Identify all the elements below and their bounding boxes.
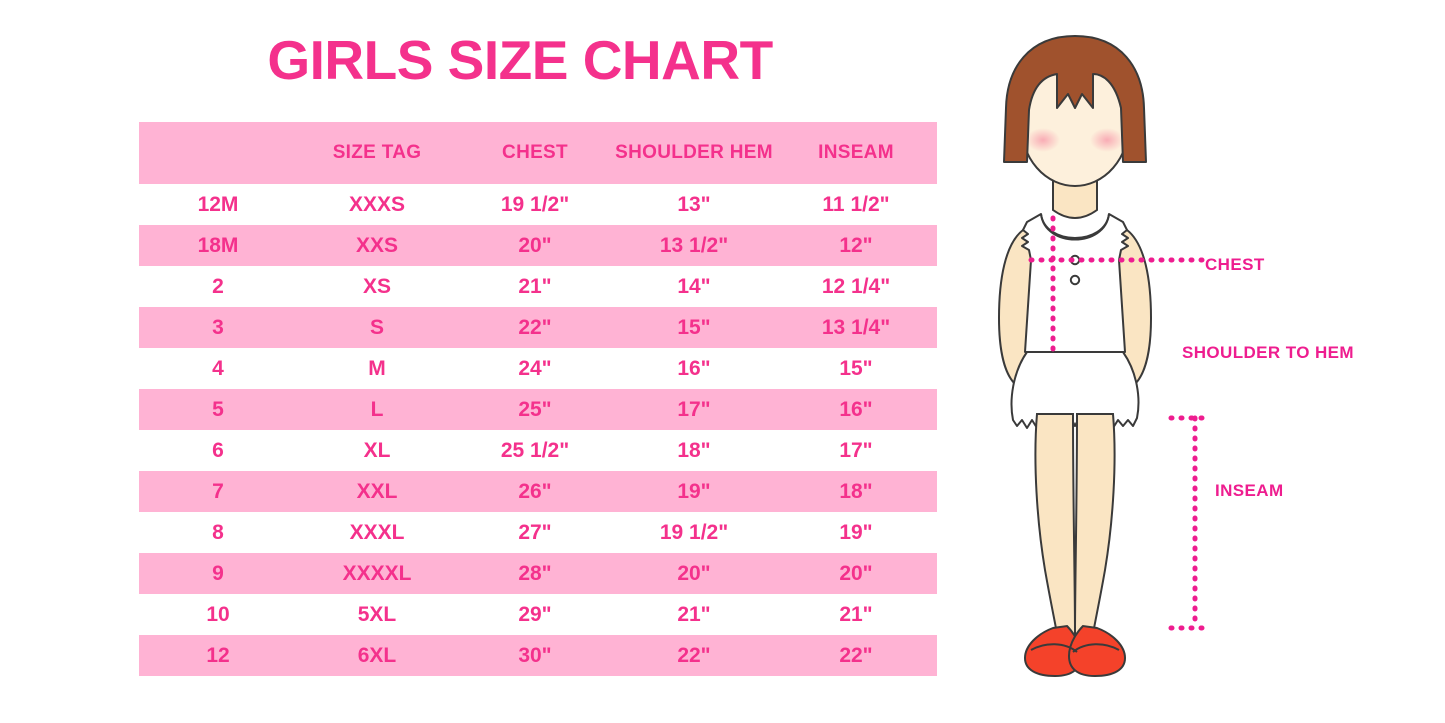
table-row: 7 XXL 26" 19" 18" <box>139 471 937 512</box>
column-header-chest: CHEST <box>457 122 613 184</box>
cell-chest: 30" <box>457 635 613 676</box>
table-row: 8 XXXL 27" 19 1/2" 19" <box>139 512 937 553</box>
cell-size: 6 <box>139 430 297 471</box>
cell-shoulder: 19" <box>613 471 775 512</box>
page-title: GIRLS SIZE CHART <box>267 29 773 91</box>
cell-chest: 27" <box>457 512 613 553</box>
cell-shoulder: 19 1/2" <box>613 512 775 553</box>
label-shoulder-to-hem: SHOULDER TO HEM <box>1182 343 1354 362</box>
cell-shoulder: 18" <box>613 430 775 471</box>
cell-size: 2 <box>139 266 297 307</box>
table-row: 12M XXXS 19 1/2" 13" 11 1/2" <box>139 184 937 225</box>
table-row: 18M XXS 20" 13 1/2" 12" <box>139 225 937 266</box>
cell-shoulder: 14" <box>613 266 775 307</box>
cell-shoulder: 13 1/2" <box>613 225 775 266</box>
cell-size-tag: XXL <box>297 471 457 512</box>
table-row: 5 L 25" 17" 16" <box>139 389 937 430</box>
shoe-strap-left <box>1030 643 1078 653</box>
cell-size-tag: 6XL <box>297 635 457 676</box>
cell-shoulder: 21" <box>613 594 775 635</box>
cell-size: 12M <box>139 184 297 225</box>
cell-size: 4 <box>139 348 297 389</box>
cell-chest: 26" <box>457 471 613 512</box>
cell-size-tag: XXXS <box>297 184 457 225</box>
cell-chest: 19 1/2" <box>457 184 613 225</box>
hair-shape <box>1003 35 1147 163</box>
cell-shoulder: 22" <box>613 635 775 676</box>
cell-chest: 25" <box>457 389 613 430</box>
table-header-row: SIZE TAG CHEST SHOULDER HEM INSEAM <box>139 122 937 184</box>
cell-size-tag: S <box>297 307 457 348</box>
cell-inseam: 16" <box>775 389 937 430</box>
table-row: 10 5XL 29" 21" 21" <box>139 594 937 635</box>
table-row: 12 6XL 30" 22" 22" <box>139 635 937 676</box>
label-chest: CHEST <box>1205 255 1265 274</box>
cell-chest: 24" <box>457 348 613 389</box>
cell-size: 18M <box>139 225 297 266</box>
cell-inseam: 20" <box>775 553 937 594</box>
cell-size: 10 <box>139 594 297 635</box>
cell-shoulder: 20" <box>613 553 775 594</box>
cell-size-tag: M <box>297 348 457 389</box>
cell-inseam: 15" <box>775 348 937 389</box>
cell-size: 5 <box>139 389 297 430</box>
cell-size: 3 <box>139 307 297 348</box>
cell-inseam: 22" <box>775 635 937 676</box>
cell-size-tag: L <box>297 389 457 430</box>
cell-size-tag: XXXL <box>297 512 457 553</box>
cell-chest: 25 1/2" <box>457 430 613 471</box>
cell-shoulder: 17" <box>613 389 775 430</box>
cell-shoulder: 16" <box>613 348 775 389</box>
cell-chest: 21" <box>457 266 613 307</box>
cell-size-tag: XS <box>297 266 457 307</box>
cell-inseam: 13 1/4" <box>775 307 937 348</box>
cell-size: 7 <box>139 471 297 512</box>
table-row: 9 XXXXL 28" 20" 20" <box>139 553 937 594</box>
girl-figure-illustration <box>975 22 1445 702</box>
bloomers-garment <box>1010 351 1140 429</box>
cell-inseam: 18" <box>775 471 937 512</box>
cell-chest: 29" <box>457 594 613 635</box>
cell-inseam: 17" <box>775 430 937 471</box>
cell-inseam: 11 1/2" <box>775 184 937 225</box>
cell-size-tag: XL <box>297 430 457 471</box>
blush-right <box>1090 128 1124 152</box>
cell-chest: 20" <box>457 225 613 266</box>
label-inseam: INSEAM <box>1215 481 1284 500</box>
table-body: 12M XXXS 19 1/2" 13" 11 1/2" 18M XXS 20"… <box>139 184 937 676</box>
cell-size: 12 <box>139 635 297 676</box>
cell-size: 8 <box>139 512 297 553</box>
blush-left <box>1026 128 1060 152</box>
column-header-inseam: INSEAM <box>775 122 937 184</box>
table-row: 3 S 22" 15" 13 1/4" <box>139 307 937 348</box>
cell-inseam: 21" <box>775 594 937 635</box>
button-bottom <box>1069 274 1081 286</box>
size-chart-table: SIZE TAG CHEST SHOULDER HEM INSEAM 12M X… <box>139 122 937 676</box>
cell-inseam: 12" <box>775 225 937 266</box>
shoes <box>1023 624 1127 678</box>
shoe-right <box>1067 624 1127 678</box>
cell-size-tag: XXS <box>297 225 457 266</box>
top-garment <box>1021 213 1129 353</box>
cell-chest: 22" <box>457 307 613 348</box>
cell-shoulder: 15" <box>613 307 775 348</box>
legs <box>1034 413 1116 635</box>
cell-size-tag: XXXXL <box>297 553 457 594</box>
column-header-size-tag: SIZE TAG <box>297 122 457 184</box>
column-header-size <box>139 122 297 184</box>
cell-shoulder: 13" <box>613 184 775 225</box>
table-row: 4 M 24" 16" 15" <box>139 348 937 389</box>
cell-size-tag: 5XL <box>297 594 457 635</box>
shoe-strap-right <box>1072 643 1120 653</box>
table-row: 6 XL 25 1/2" 18" 17" <box>139 430 937 471</box>
cell-inseam: 12 1/4" <box>775 266 937 307</box>
cell-chest: 28" <box>457 553 613 594</box>
cell-inseam: 19" <box>775 512 937 553</box>
cell-size: 9 <box>139 553 297 594</box>
table-row: 2 XS 21" 14" 12 1/4" <box>139 266 937 307</box>
measurement-guides <box>1028 215 1210 631</box>
column-header-shoulder-hem: SHOULDER HEM <box>613 122 775 184</box>
